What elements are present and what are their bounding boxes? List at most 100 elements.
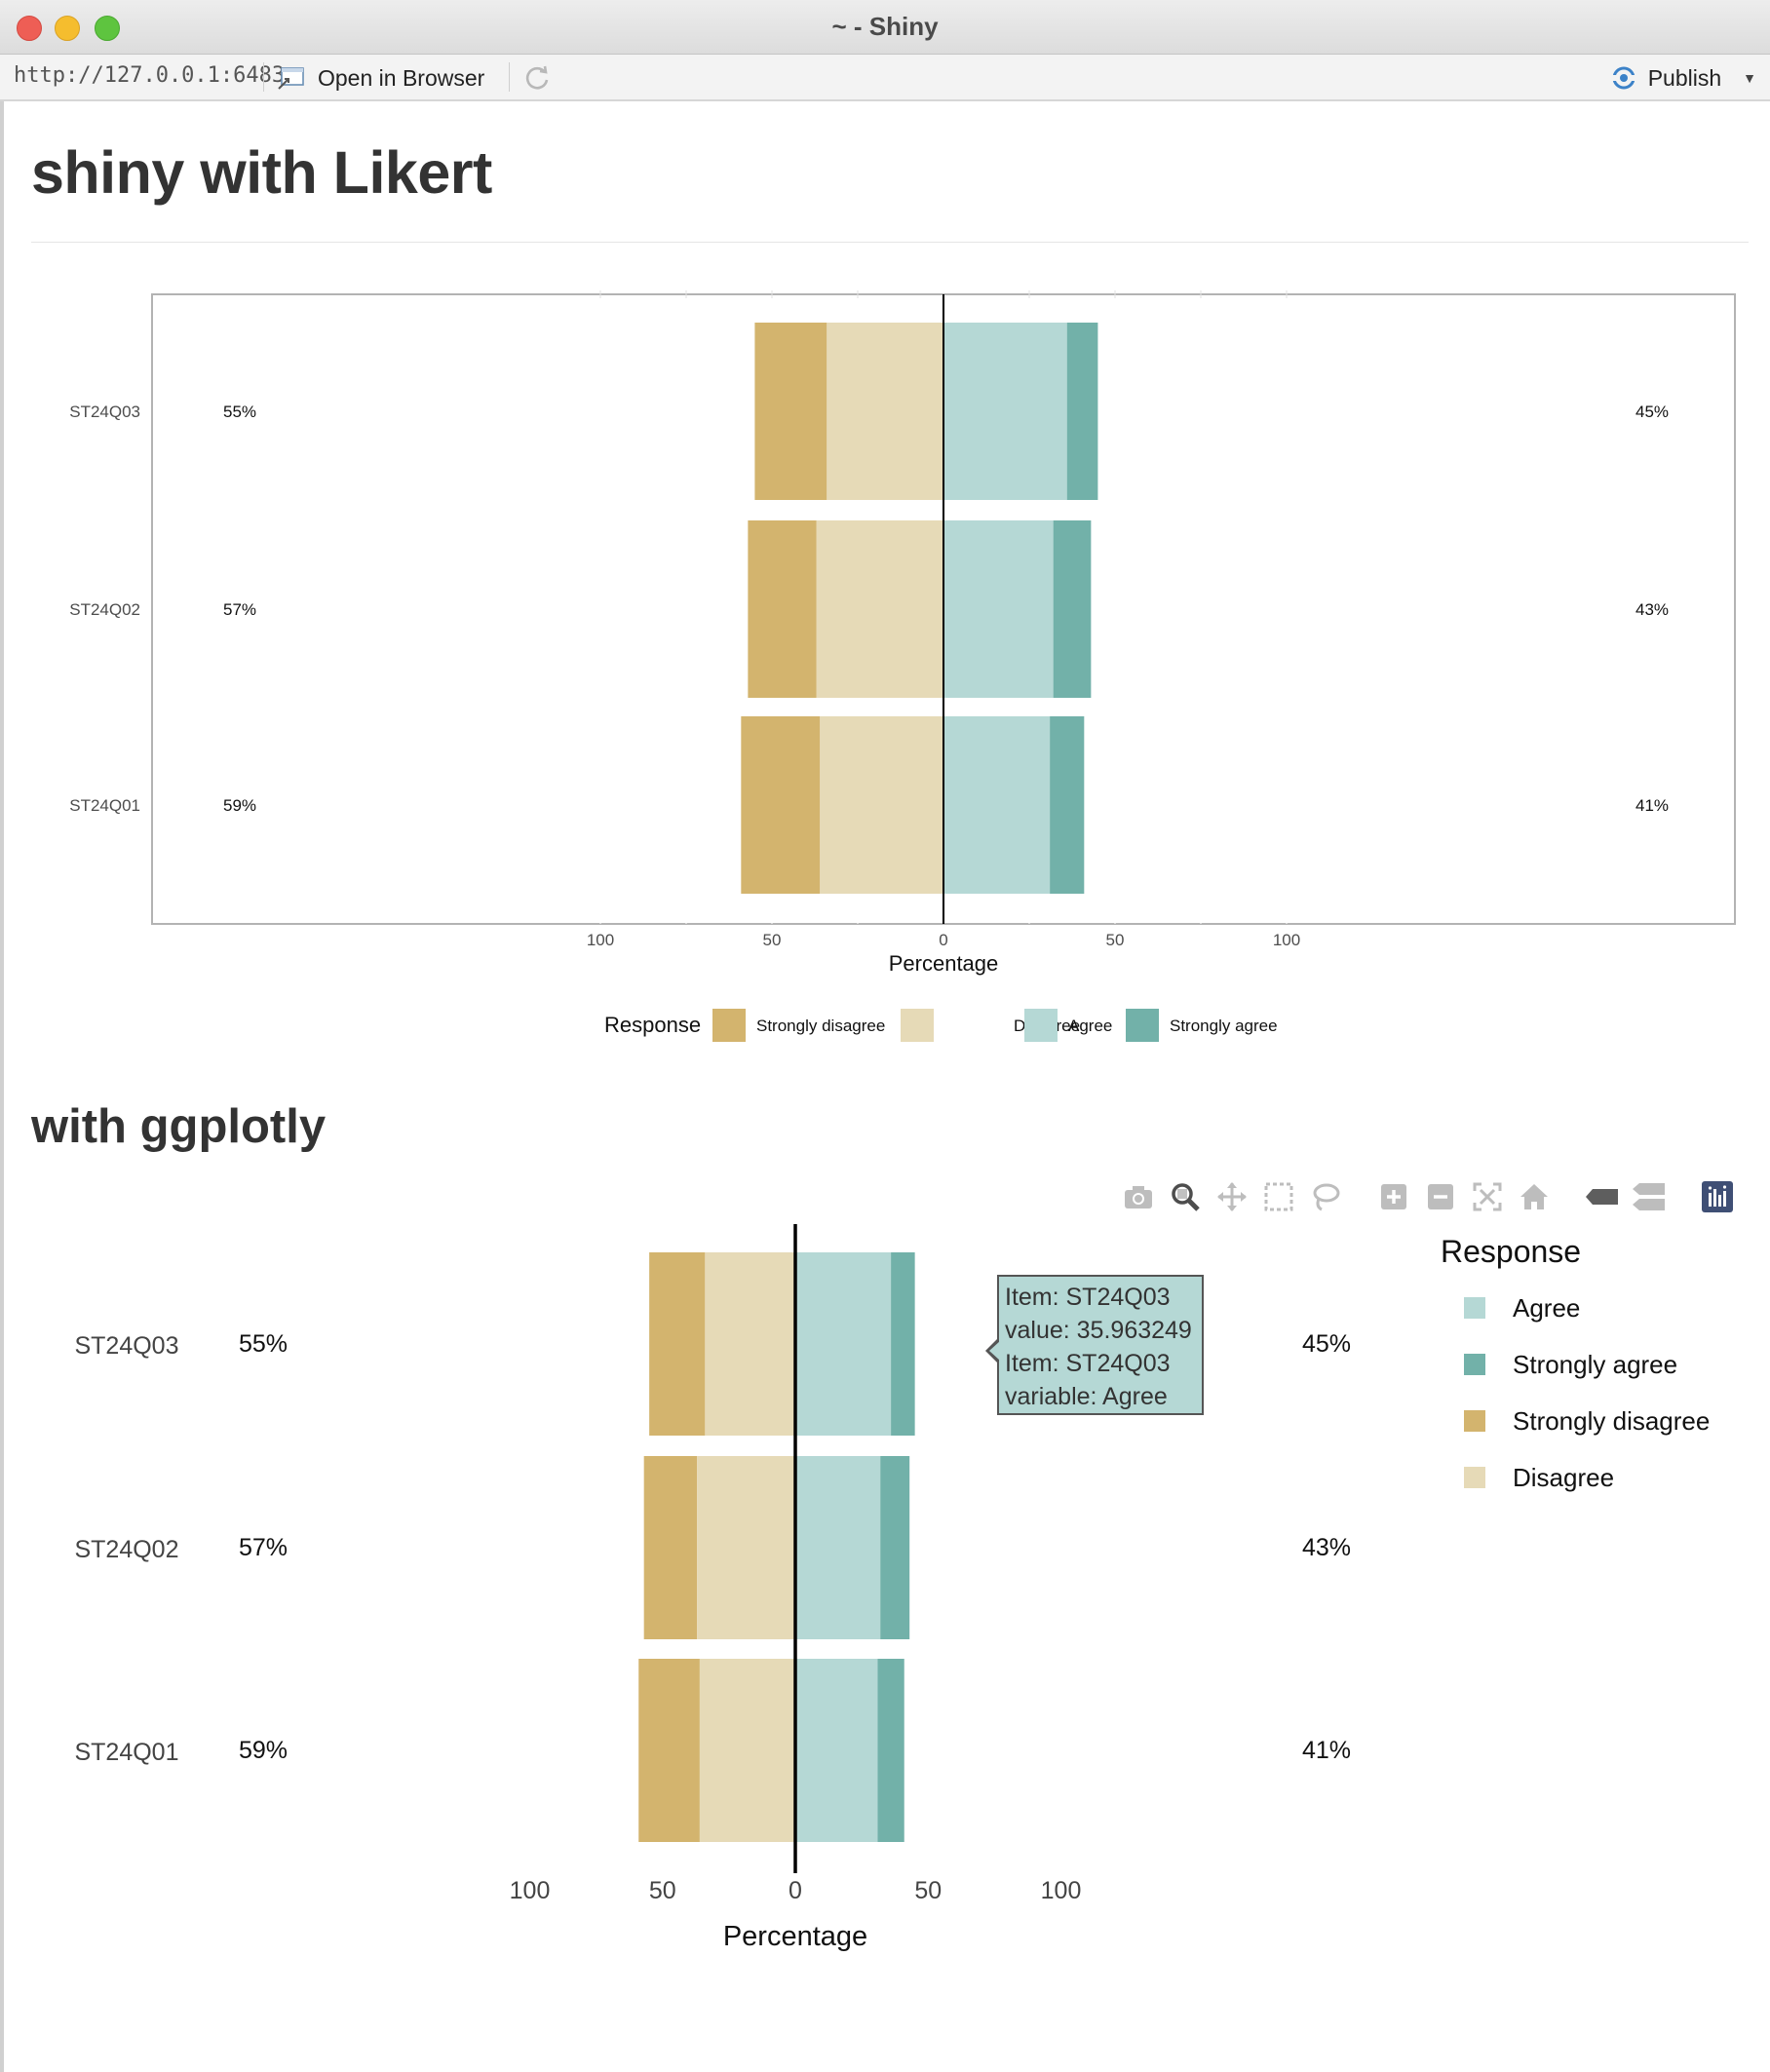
bar-agree-st24q01[interactable] (795, 1659, 878, 1842)
zoom-window-button[interactable] (95, 16, 120, 41)
plotly-legend: Response Agree Strongly agree Strongly dis… (1441, 1234, 1710, 1506)
right-percent-label: 45% (1302, 1330, 1351, 1358)
hover-tooltip: Item: ST24Q03 value: 35.963249 Item: ST2… (985, 1275, 1204, 1415)
box-select-icon[interactable] (1261, 1179, 1296, 1214)
left-percent-label: 57% (223, 600, 256, 619)
legend-label: Disagree (1513, 1462, 1615, 1492)
spike-lines-icon[interactable] (1585, 1179, 1620, 1214)
legend-swatch (1464, 1297, 1485, 1319)
title-divider (31, 242, 1749, 243)
lasso-select-icon[interactable] (1308, 1179, 1343, 1214)
x-tick-label: 50 (649, 1877, 676, 1904)
open-in-browser-label: Open in Browser (318, 64, 485, 91)
bar-disagree-st24q01[interactable] (699, 1659, 795, 1842)
legend-swatch (1464, 1410, 1485, 1432)
legend-label-agree: Agree (1068, 1017, 1112, 1035)
legend-item-strongly-disagree[interactable]: Strongly disagree (1441, 1393, 1710, 1449)
bar-strongly-agree-st24q03[interactable] (891, 1252, 915, 1436)
bar-disagree-st24q01[interactable] (820, 716, 943, 894)
bar-strongly-agree-st24q02[interactable] (880, 1456, 910, 1639)
close-window-button[interactable] (17, 16, 42, 41)
legend-item-disagree[interactable]: Disagree (1441, 1449, 1710, 1506)
bar-strongly-agree-st24q03[interactable] (1066, 323, 1098, 500)
left-percent-label: 59% (239, 1737, 288, 1764)
publish-button[interactable]: Publish ▼ (1606, 61, 1756, 95)
likert-plotly-chart: ST24Q03 55% 45% ST24Q02 57% 43% ST24Q01 59% 41% 1… (74, 1224, 1351, 1952)
x-tick-label: 50 (1106, 931, 1125, 949)
open-in-browser-button[interactable]: Open in Browser (277, 61, 484, 95)
left-percent-label: 55% (223, 403, 256, 421)
camera-icon[interactable] (1121, 1179, 1156, 1214)
bar-strongly-agree-st24q02[interactable] (1053, 520, 1092, 698)
legend-swatch (1464, 1354, 1485, 1375)
bar-strongly-agree-st24q01[interactable] (1050, 716, 1085, 894)
plotly-logo-icon[interactable] (1700, 1179, 1735, 1214)
x-tick-label: 0 (789, 1877, 802, 1904)
right-percent-label: 41% (1635, 796, 1669, 815)
bar-agree-st24q02[interactable] (795, 1456, 881, 1639)
bar-disagree-st24q02[interactable] (697, 1456, 795, 1639)
y-tick-label: ST24Q01 (69, 796, 140, 815)
tooltip-line: Item: ST24Q03 (1005, 1350, 1171, 1377)
bar-strongly-disagree-st24q01[interactable] (741, 716, 821, 894)
bar-disagree-st24q02[interactable] (816, 520, 943, 698)
bar-strongly-disagree-st24q02[interactable] (748, 520, 817, 698)
reset-axes-icon[interactable] (1517, 1179, 1552, 1214)
left-percent-label: 55% (239, 1330, 288, 1358)
bar-agree-st24q02[interactable] (943, 520, 1054, 698)
url-field[interactable]: http://127.0.0.1:6483 (14, 63, 286, 88)
x-tick-label: 0 (939, 931, 947, 949)
compare-hover-icon[interactable] (1632, 1179, 1667, 1214)
chevron-down-icon[interactable]: ▼ (1743, 70, 1756, 86)
legend-swatch (1464, 1467, 1485, 1488)
zoom-out-icon[interactable] (1423, 1179, 1458, 1214)
bar-strongly-agree-st24q01[interactable] (877, 1659, 904, 1842)
window-title: ~ - Shiny (831, 12, 939, 41)
zoom-icon[interactable] (1168, 1179, 1203, 1214)
x-tick-label: 100 (1273, 931, 1300, 949)
bar-agree-st24q03[interactable] (795, 1252, 892, 1436)
legend-item-strongly-agree[interactable]: Strongly agree (1441, 1336, 1710, 1393)
bar-strongly-disagree-st24q03[interactable] (754, 323, 827, 500)
right-percent-label: 41% (1302, 1737, 1351, 1764)
minimize-window-button[interactable] (55, 16, 80, 41)
tooltip-line: value: 35.963249 (1005, 1317, 1192, 1344)
likert-static-chart: ST24Q03 55% 45% ST24Q02 57% 43% ST24Q01 59% 41% 1… (69, 290, 1736, 1042)
bar-agree-st24q01[interactable] (943, 716, 1051, 894)
bar-strongly-disagree-st24q02[interactable] (643, 1456, 698, 1639)
open-browser-icon (278, 67, 304, 90)
left-percent-label: 59% (223, 796, 256, 815)
x-axis-label: Percentage (889, 951, 999, 976)
y-tick-label: ST24Q03 (74, 1332, 178, 1360)
bar-strongly-disagree-st24q01[interactable] (638, 1659, 700, 1842)
zoom-in-icon[interactable] (1376, 1179, 1411, 1214)
autoscale-icon[interactable] (1470, 1179, 1505, 1214)
y-tick-label: ST24Q02 (74, 1536, 178, 1563)
legend-title: Response (604, 1013, 701, 1037)
bar-disagree-st24q03[interactable] (827, 323, 943, 500)
legend-label-strongly-agree: Strongly agree (1170, 1017, 1278, 1035)
reload-button[interactable] (522, 63, 552, 97)
viewer-toolbar: http://127.0.0.1:6483 Open in Browser Pu… (0, 55, 1770, 101)
publish-label: Publish (1647, 64, 1722, 91)
bar-disagree-st24q03[interactable] (705, 1252, 795, 1436)
right-percent-label: 45% (1635, 403, 1669, 421)
left-percent-label: 57% (239, 1534, 288, 1561)
legend-label: Strongly agree (1513, 1349, 1678, 1379)
legend-swatch-agree (1024, 1009, 1058, 1042)
legend-item-agree[interactable]: Agree (1441, 1280, 1710, 1336)
toolbar-separator (509, 62, 510, 92)
plotly-modebar (1121, 1175, 1747, 1218)
tooltip-line: Item: ST24Q03 (1005, 1284, 1171, 1311)
legend-label: Strongly disagree (1513, 1405, 1711, 1436)
window-titlebar: ~ - Shiny (0, 0, 1770, 55)
y-tick-label: ST24Q01 (74, 1739, 178, 1766)
bar-agree-st24q03[interactable] (943, 323, 1067, 500)
pan-icon[interactable] (1214, 1179, 1250, 1214)
legend-label-strongly-disagree: Strongly disagree (756, 1017, 885, 1035)
y-tick-label: ST24Q02 (69, 600, 140, 619)
legend-label: Agree (1513, 1292, 1581, 1323)
bar-strongly-disagree-st24q03[interactable] (649, 1252, 706, 1436)
reload-icon (525, 65, 549, 90)
x-tick-label: 50 (914, 1877, 942, 1904)
